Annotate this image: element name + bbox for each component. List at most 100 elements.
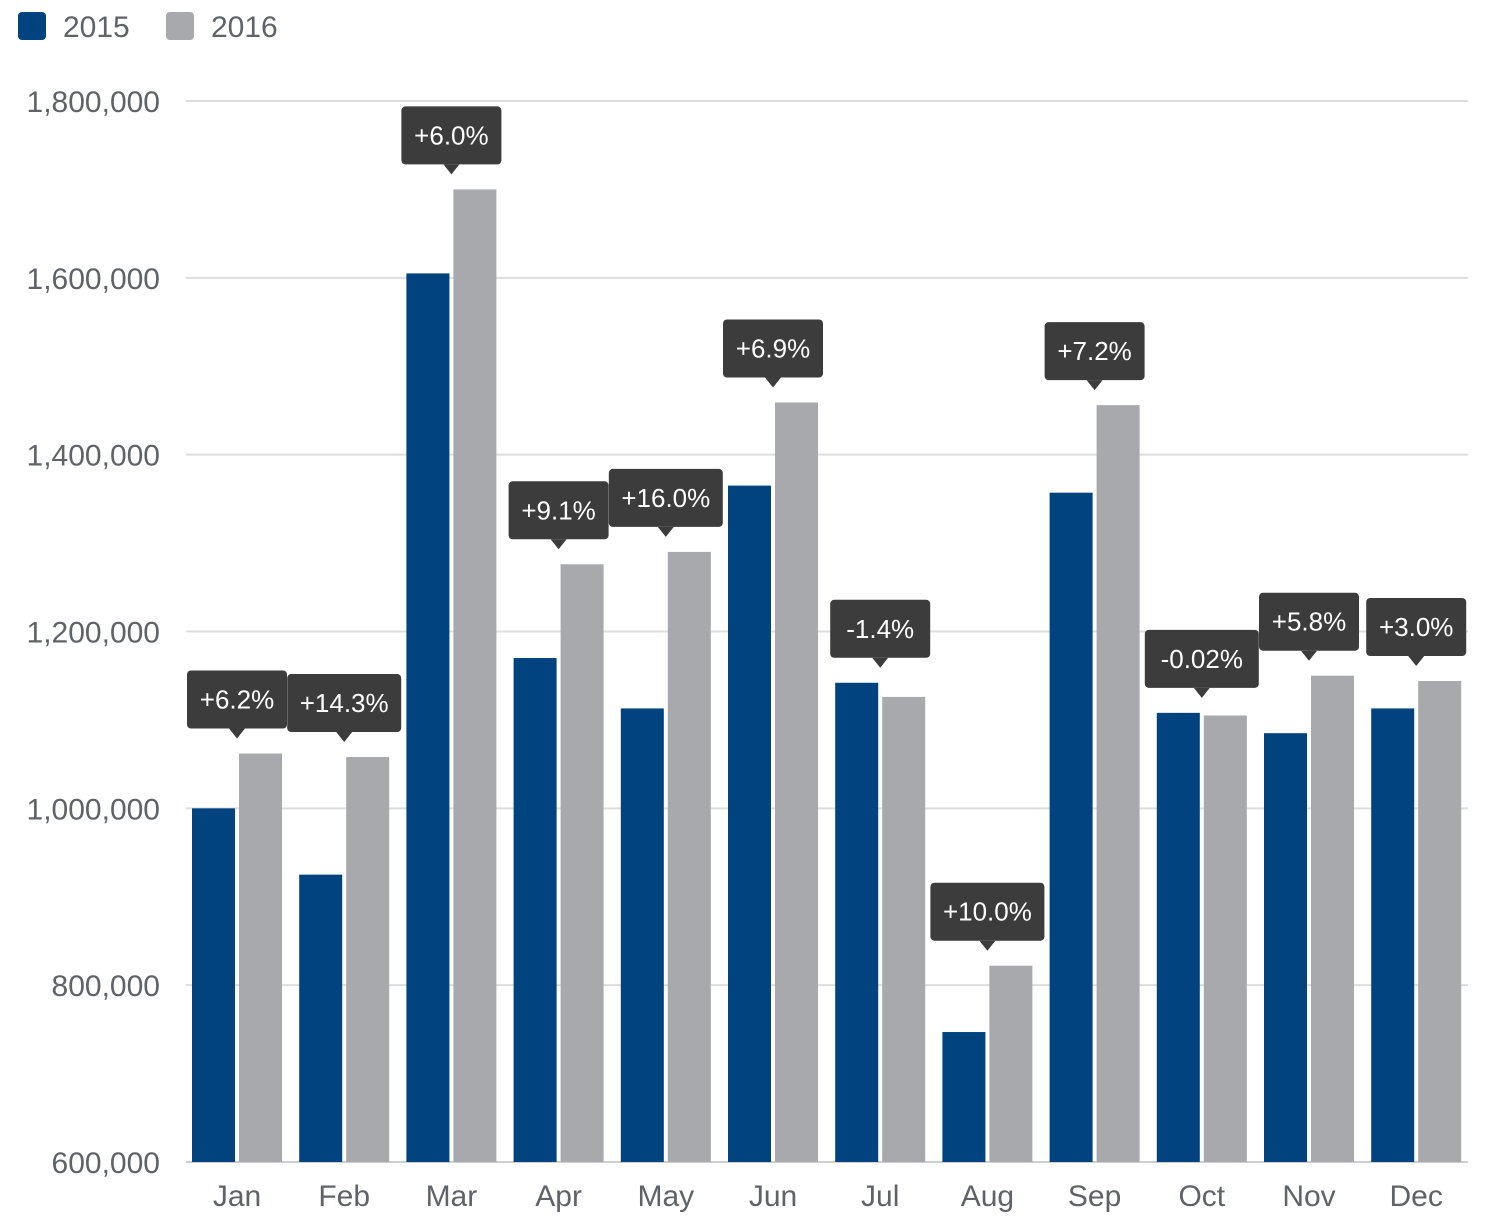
callout-label: -1.4% xyxy=(846,614,914,644)
bar-2015-may[interactable] xyxy=(620,708,664,1162)
x-tick-label-dec: Dec xyxy=(1390,1180,1443,1213)
callout-box xyxy=(1366,598,1467,657)
x-tick-label-sep: Sep xyxy=(1068,1180,1121,1213)
x-tick-label-oct: Oct xyxy=(1178,1180,1225,1213)
callout-label: +6.9% xyxy=(736,334,810,364)
bar-2016-mar[interactable] xyxy=(453,189,497,1162)
legend-swatch-2016 xyxy=(166,12,194,40)
bar-2015-feb[interactable] xyxy=(299,874,343,1162)
y-tick-label: 1,400,000 xyxy=(27,440,160,473)
legend-swatch-2015 xyxy=(18,12,46,40)
callout-label: +10.0% xyxy=(943,897,1032,927)
callout-label: -0.02% xyxy=(1161,644,1243,674)
bar-2015-jan[interactable] xyxy=(192,808,235,1162)
callout-label: +3.0% xyxy=(1379,612,1453,642)
bar-2015-apr[interactable] xyxy=(513,658,557,1162)
y-axis-tick-labels: 600,000 800,000 1,000,000 1,200,000 1,400,00… xyxy=(27,86,160,1180)
x-tick-label-jun: Jun xyxy=(749,1180,797,1213)
callout-box xyxy=(287,674,402,733)
callout-apr: +9.1% xyxy=(508,481,609,550)
legend-item-2015[interactable]: 2015 xyxy=(18,11,130,44)
bar-2015-sep[interactable] xyxy=(1049,492,1093,1163)
callout-pointer xyxy=(1193,687,1210,698)
callout-box xyxy=(1044,322,1145,381)
x-tick-label-aug: Aug xyxy=(961,1180,1014,1213)
bar-2016-aug[interactable] xyxy=(989,965,1033,1162)
callout-pointer xyxy=(443,164,460,175)
bar-2015-jun[interactable] xyxy=(728,485,771,1162)
callout-label: +5.8% xyxy=(1272,607,1346,637)
callout-aug: +10.0% xyxy=(930,882,1045,951)
y-tick-label: 800,000 xyxy=(52,970,160,1003)
y-tick-label: 1,000,000 xyxy=(27,793,160,826)
y-tick-label: 1,800,000 xyxy=(27,86,160,119)
callout-mar: +6.0% xyxy=(401,106,502,175)
callout-box xyxy=(401,106,502,165)
callout-jun: +6.9% xyxy=(723,319,823,388)
bar-2016-jun[interactable] xyxy=(775,402,818,1162)
x-axis-tick-labels: Jan Feb Mar Apr May Jun Jul Aug Sep Oct Nov Dec xyxy=(213,1180,1443,1213)
callout-pointer xyxy=(1408,656,1425,667)
callout-jan: +6.2% xyxy=(187,670,287,739)
bar-2016-feb[interactable] xyxy=(346,757,390,1162)
callout-pointer xyxy=(1086,380,1103,391)
callout-feb: +14.3% xyxy=(287,674,402,743)
bar-2016-apr[interactable] xyxy=(560,564,604,1162)
callout-oct: -0.02% xyxy=(1144,629,1259,698)
x-tick-label-jul: Jul xyxy=(861,1180,899,1213)
bar-2015-aug[interactable] xyxy=(942,1032,986,1162)
callout-pointer xyxy=(1301,650,1317,661)
callout-may: +16.0% xyxy=(608,468,723,537)
bar-2016-dec[interactable] xyxy=(1418,681,1462,1162)
callout-sep: +7.2% xyxy=(1044,322,1145,391)
y-tick-label: 1,200,000 xyxy=(27,617,160,650)
bar-2015-oct[interactable] xyxy=(1156,712,1200,1162)
bar-2016-jul[interactable] xyxy=(882,696,926,1162)
bar-2015-jul[interactable] xyxy=(835,682,879,1162)
x-tick-label-may: May xyxy=(637,1180,694,1213)
legend-label-2016: 2016 xyxy=(211,11,278,44)
bar-2015-nov[interactable] xyxy=(1264,733,1307,1162)
callout-pointer xyxy=(336,732,353,743)
bars xyxy=(192,189,1462,1163)
callout-jul: -1.4% xyxy=(830,599,931,668)
callout-box xyxy=(1259,592,1359,651)
callout-box xyxy=(723,319,823,378)
y-tick-label: 1,600,000 xyxy=(27,263,160,296)
bar-2015-dec[interactable] xyxy=(1371,708,1415,1162)
callout-label: +16.0% xyxy=(621,483,710,513)
callout-label: +7.2% xyxy=(1057,336,1131,366)
callout-label: +9.1% xyxy=(521,495,595,525)
bar-2016-nov[interactable] xyxy=(1311,675,1354,1162)
callout-pointer xyxy=(657,526,674,537)
y-tick-label: 600,000 xyxy=(52,1147,160,1180)
callout-box xyxy=(187,670,287,729)
callout-box xyxy=(508,481,609,540)
bar-2016-oct[interactable] xyxy=(1203,715,1247,1162)
callout-box xyxy=(608,468,723,527)
legend: 2015 2016 xyxy=(18,11,278,44)
callout-pointer xyxy=(979,940,996,951)
callout-label: +6.2% xyxy=(200,685,274,715)
bar-2016-sep[interactable] xyxy=(1096,405,1140,1162)
change-callouts: +6.2% +14.3% +6.0% +9.1% +16.0% +6.9% -1.4% +10… xyxy=(187,106,1467,951)
callout-label: +14.3% xyxy=(300,688,389,718)
bar-2016-may[interactable] xyxy=(667,551,711,1162)
callout-box xyxy=(1144,629,1259,688)
x-tick-label-jan: Jan xyxy=(213,1180,261,1213)
callout-pointer xyxy=(550,539,567,550)
callout-box xyxy=(930,882,1045,941)
bar-2015-mar[interactable] xyxy=(406,273,450,1163)
callout-pointer xyxy=(229,728,245,739)
legend-label-2015: 2015 xyxy=(63,11,130,44)
callout-pointer xyxy=(872,657,889,668)
callout-box xyxy=(830,599,931,658)
callout-label: +6.0% xyxy=(414,120,488,150)
x-tick-label-apr: Apr xyxy=(535,1180,582,1213)
bar-2016-jan[interactable] xyxy=(239,753,282,1162)
legend-item-2016[interactable]: 2016 xyxy=(166,11,278,44)
gridlines xyxy=(186,100,1468,1163)
x-tick-label-mar: Mar xyxy=(426,1180,478,1213)
